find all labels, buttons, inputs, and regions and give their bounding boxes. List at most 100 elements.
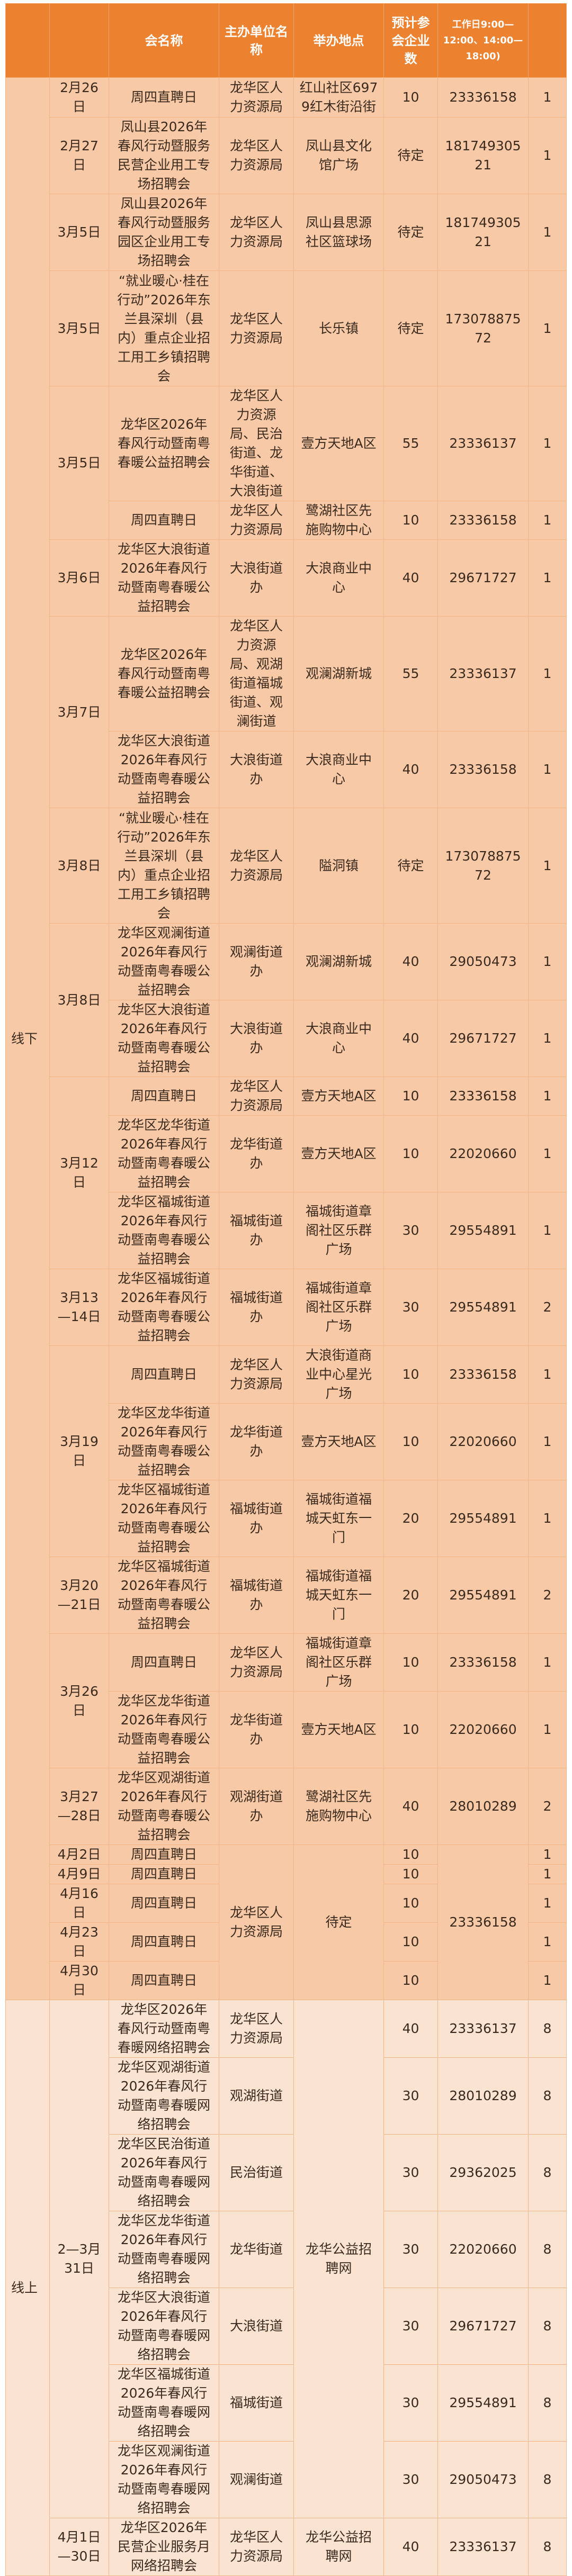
cell-companies: 20 — [383, 1557, 438, 1634]
cell-name: 凤山县2026年春风行动暨服务民营企业用工专场招聘会 — [109, 117, 219, 194]
header-phone: 工作日9:00—12:00、14:00—18:00) — [437, 3, 529, 78]
cell-phone: 18174930521 — [437, 117, 529, 194]
cell-phone: 23336137 — [437, 386, 529, 501]
table-row: 3月12日 周四直聘日 龙华区人力资源局 壹方天地A区 10 23336158 1 — [6, 1077, 567, 1269]
cell-sessions: 1 — [528, 1691, 567, 1768]
table-row: 3月6日 龙华区大浪街道2026年春风行动暨南粤春暖公益招聘会 大浪街道办 大浪商业中… — [6, 539, 567, 617]
cell-sessions: 1 — [528, 1192, 567, 1269]
cell-phone: 29554891 — [437, 2364, 529, 2442]
cell-name: 龙华区大浪街道2026年春风行动暨南粤春暖公益招聘会 — [109, 1000, 219, 1077]
cell-date: 3月12日 — [49, 1077, 109, 1269]
table-header-row: 会名称 主办单位名称 举办地点 预计参会企业数 工作日9:00—12:00、14… — [5, 3, 567, 78]
cell-companies: 10 — [383, 77, 438, 117]
cell-location: 壹方天地A区 — [293, 386, 384, 501]
cell-organizer: 龙华街道办 — [219, 1691, 294, 1768]
cell-location: 观澜湖新城 — [293, 923, 384, 1000]
cell-date: 3月27—28日 — [49, 1768, 109, 1845]
cell-phone: 23336158 — [437, 1633, 529, 1692]
table-row: 龙华区龙华街道2026年春风行动暨南粤春暖公益招聘会 龙华街道办 壹方天地A区 10 2… — [6, 1403, 567, 1480]
cell-sessions: 1 — [528, 1000, 567, 1077]
cell-name: 龙华区福城街道2026年春风行动暨南粤春暖公益招聘会 — [109, 1557, 219, 1634]
cell-companies: 40 — [383, 731, 438, 808]
cell-companies: 30 — [383, 2288, 438, 2365]
cell-name: 龙华区龙华街道2026年春风行动暨南粤春暖公益招聘会 — [109, 1115, 219, 1192]
cell-location: 龙华公益招聘网 — [293, 2518, 384, 2576]
cell-name: 龙华区观湖街道2026年春风行动暨南粤春暖网络招聘会 — [109, 2057, 219, 2135]
header-date — [49, 3, 109, 78]
table-row: 3月8日 龙华区观澜街道2026年春风行动暨南粤春暖公益招聘会 观澜街道办 观澜湖新城… — [6, 923, 567, 1077]
cell-date: 2月27日 — [49, 117, 109, 194]
cell-organizer: 大浪街道办 — [219, 539, 294, 617]
cell-companies: 10 — [383, 1077, 438, 1116]
table-row: 线下 2月26日 周四直聘日 龙华区人力资源局 红山社区6979红木街沿街 10 23336… — [5, 77, 567, 2000]
cell-name: 周四直聘日 — [109, 1864, 219, 1884]
cell-name: “就业暖心·桂在行动”2026年东兰县深圳（县内）重点企业招工用工乡镇招聘会 — [109, 808, 219, 924]
cell-organizer: 福城街道 — [219, 2364, 294, 2442]
cell-name: 周四直聘日 — [109, 1845, 219, 1865]
cell-sessions: 1 — [528, 1480, 567, 1557]
cell-phone: 22020660 — [437, 1403, 529, 1480]
cell-phone: 23336137 — [437, 2518, 529, 2576]
table-row: 龙华区福城街道2026年春风行动暨南粤春暖公益招聘会 福城街道办 福城街道章阁社区乐… — [6, 1192, 567, 1269]
cell-companies: 10 — [383, 1633, 438, 1692]
cell-sessions: 8 — [528, 2000, 567, 2058]
cell-organizer: 龙华区人力资源局 — [219, 2000, 294, 2058]
cell-name: 龙华区福城街道2026年春风行动暨南粤春暖公益招聘会 — [109, 1192, 219, 1269]
cell-companies: 40 — [383, 1768, 438, 1845]
table-row: 龙华区大浪街道2026年春风行动暨南粤春暖公益招聘会 大浪街道办 大浪商业中心 40 2… — [6, 731, 567, 808]
cell-date: 3月6日 — [49, 539, 109, 617]
cell-date: 3月13—14日 — [49, 1269, 109, 1346]
cell-location: 大浪商业中心 — [293, 731, 384, 808]
cell-name: 周四直聘日 — [109, 1922, 219, 1962]
cell-sessions: 1 — [528, 1115, 567, 1192]
cell-companies: 20 — [383, 1480, 438, 1557]
cell-location: 凤山县思源社区篮球场 — [293, 194, 384, 271]
table-row: 3月7日 龙华区2026年春风行动暨南粤春暖公益招聘会 龙华区人力资源局、观湖街道福… — [6, 616, 567, 808]
cell-date: 2—3月31日 — [49, 2000, 109, 2518]
cell-companies: 10 — [383, 1884, 438, 1923]
cell-location: 鹭湖社区先施购物中心 — [293, 1768, 384, 1845]
table-row: 3月20—21日 龙华区福城街道2026年春风行动暨南粤春暖公益招聘会 福城街道办福… — [6, 1557, 567, 1634]
cell-sessions: 1 — [528, 386, 567, 501]
top-mask — [160, 0, 412, 5]
cell-organizer: 龙华街道办 — [219, 1403, 294, 1480]
cell-name: 凤山县2026年春风行动暨服务园区企业用工专场招聘会 — [109, 194, 219, 271]
cell-companies: 55 — [383, 386, 438, 501]
cell-organizer: 龙华区人力资源局、观湖街道福城街道、观澜街道 — [219, 616, 294, 731]
cell-sessions: 1 — [528, 1077, 567, 1116]
cell-sessions: 1 — [528, 616, 567, 731]
cell-phone: 29554891 — [437, 1480, 529, 1557]
table-row: 龙华区龙华街道2026年春风行动暨南粤春暖公益招聘会 龙华街道办 壹方天地A区 10 2… — [6, 1691, 567, 1768]
cell-sessions: 1 — [528, 270, 567, 386]
cell-organizer: 福城街道办 — [219, 1480, 294, 1557]
cell-phone: 29050473 — [437, 923, 529, 1000]
cell-date: 2月26日 — [49, 77, 109, 117]
cell-companies: 30 — [383, 2211, 438, 2288]
table-row: 龙华区大浪街道2026年春风行动暨南粤春暖网络招聘会 大浪街道 30 29671727… — [6, 2288, 567, 2365]
cell-name: 周四直聘日 — [109, 1633, 219, 1692]
cell-phone: 23336158 — [437, 731, 529, 808]
cell-organizer: 龙华区人力资源局 — [219, 270, 294, 386]
cell-organizer: 观澜街道 — [219, 2441, 294, 2518]
table-row: 3月5日 龙华区2026年春风行动暨南粤春暖公益招聘会 龙华区人力资源局、民治街道、… — [6, 386, 567, 540]
cell-location: 大浪商业中心 — [293, 539, 384, 617]
cell-phone: 22020660 — [437, 2211, 529, 2288]
cell-phone: 29554891 — [437, 1557, 529, 1634]
cell-sessions: 8 — [528, 2134, 567, 2211]
cell-name: 龙华区福城街道2026年春风行动暨南粤春暖公益招聘会 — [109, 1480, 219, 1557]
cell-sessions: 8 — [528, 2211, 567, 2288]
cell-organizer: 观湖街道办 — [219, 1768, 294, 1845]
table-row: 4月1日—30日 龙华区2026年民营企业服务月网络招聘会 龙华区人力资源局 龙华公益… — [6, 2518, 567, 2576]
cell-organizer: 龙华区人力资源局 — [219, 1077, 294, 1116]
cell-sessions: 8 — [528, 2288, 567, 2365]
cell-date: 3月20—21日 — [49, 1557, 109, 1634]
cell-location: 龙华公益招聘网 — [293, 2000, 384, 2518]
cell-sessions: 1 — [528, 1633, 567, 1692]
table-row: 3月19日 周四直聘日 龙华区人力资源局 大浪街道商业中心星光广场 10 23336158… — [6, 1345, 567, 1557]
cell-phone: 18174930521 — [437, 194, 529, 271]
cell-location: 壹方天地A区 — [293, 1403, 384, 1480]
cell-phone: 17307887572 — [437, 808, 529, 924]
cell-sessions: 2 — [528, 1269, 567, 1346]
job-fair-schedule-table: 会名称 主办单位名称 举办地点 预计参会企业数 工作日9:00—12:00、14… — [5, 3, 567, 2576]
cell-phone: 23336137 — [437, 616, 529, 731]
